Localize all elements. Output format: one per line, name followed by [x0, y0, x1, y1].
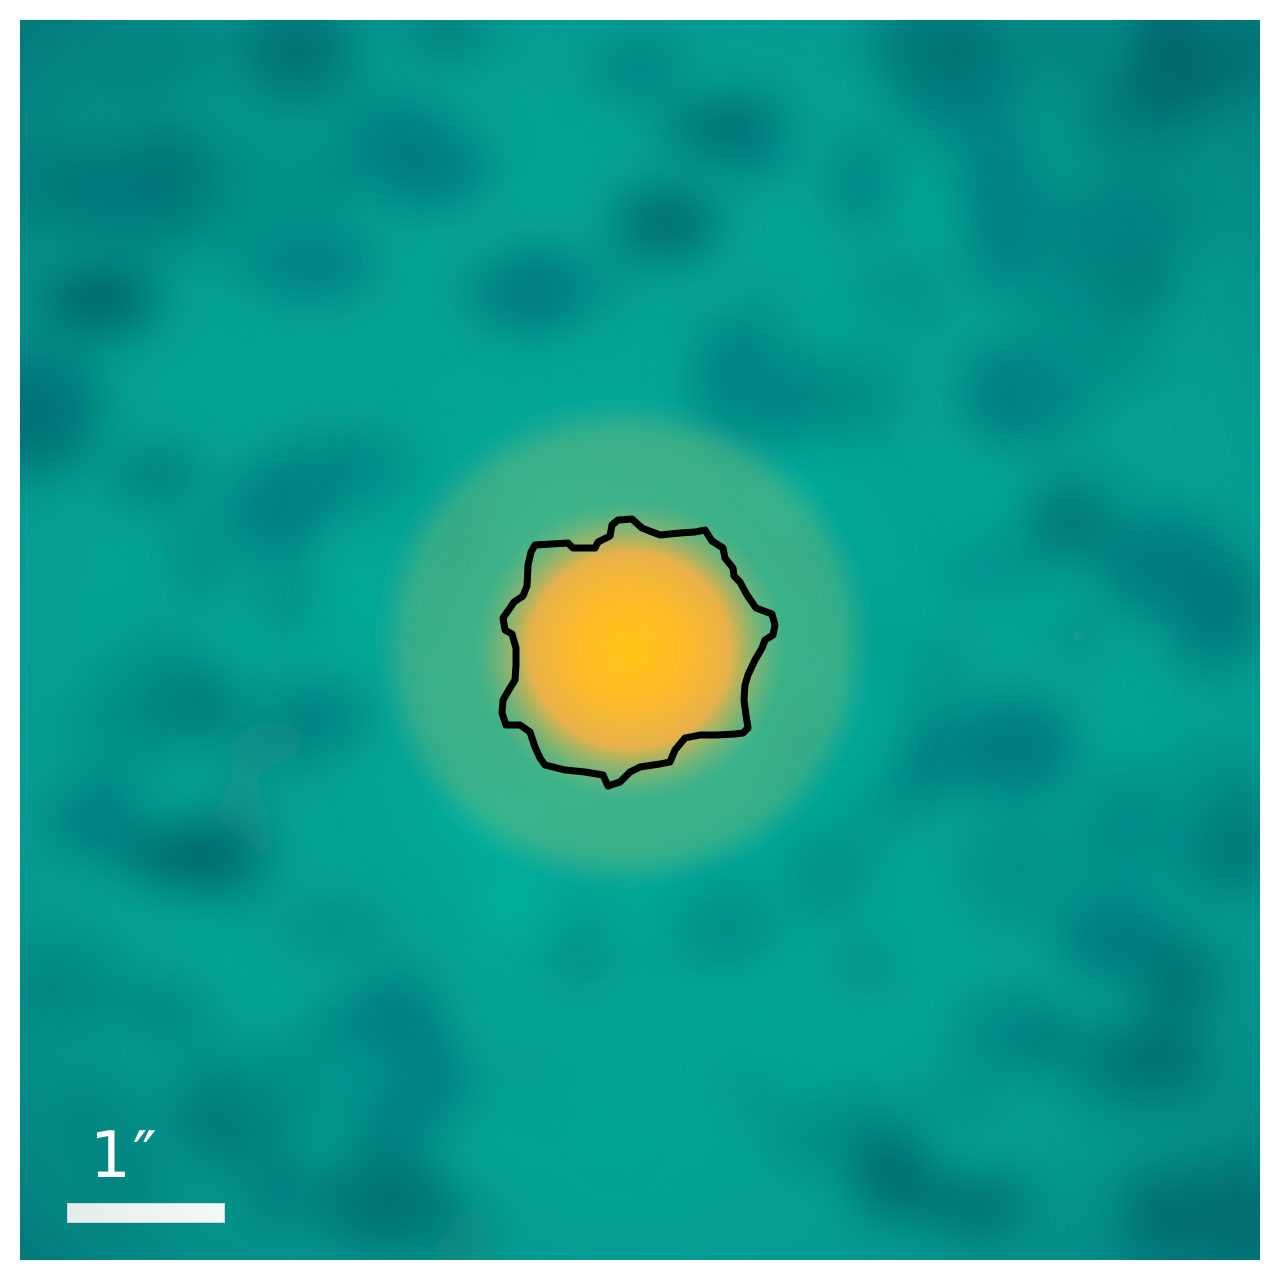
source-image	[20, 20, 1260, 1260]
image-panel: 1″	[20, 20, 1260, 1260]
scale-bar-label: 1″	[90, 1119, 159, 1193]
contour-line	[498, 515, 779, 790]
scale-bar	[67, 1203, 225, 1223]
source-core	[475, 500, 785, 800]
